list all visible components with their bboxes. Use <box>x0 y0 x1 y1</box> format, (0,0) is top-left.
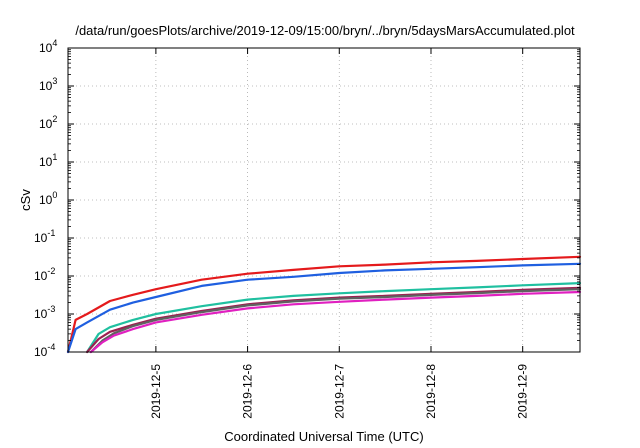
y-tick-exponent: -4 <box>47 342 55 352</box>
y-tick-label: 102 <box>39 114 57 131</box>
y-tick-base: 10 <box>39 79 53 93</box>
x-tick-label: 2019-12-9 <box>516 364 530 419</box>
y-tick-base: 10 <box>34 269 48 283</box>
y-tick-base: 10 <box>39 41 53 55</box>
x-axis-label: Coordinated Universal Time (UTC) <box>224 429 423 444</box>
series-line <box>89 288 582 354</box>
y-tick-base: 10 <box>39 117 53 131</box>
y-tick-label: 103 <box>39 76 57 93</box>
y-tick-label: 10-2 <box>34 266 55 283</box>
y-tick-base: 10 <box>34 345 48 359</box>
x-tick-label: 2019-12-7 <box>332 364 346 419</box>
x-tick-label: 2019-12-8 <box>424 364 438 419</box>
x-tick-label: 2019-12-5 <box>149 364 163 419</box>
y-tick-label: 10-1 <box>34 228 55 245</box>
x-axis-ticks: 2019-12-5 2019-12-6 2019-12-7 2019-12-8 2019… <box>149 48 530 419</box>
grid-lines <box>68 48 580 352</box>
y-tick-label: 100 <box>39 190 57 207</box>
y-axis-label: cSv <box>18 189 33 211</box>
y-tick-base: 10 <box>34 231 48 245</box>
series-line <box>85 282 582 354</box>
y-tick-exponent: 0 <box>52 190 57 200</box>
y-tick-exponent: -1 <box>47 228 55 238</box>
y-tick-label: 101 <box>39 152 57 169</box>
y-tick-exponent: -3 <box>47 304 55 314</box>
x-tick-label: 2019-12-6 <box>241 364 255 419</box>
y-tick-label: 10-3 <box>34 304 55 321</box>
series-lines <box>66 255 582 354</box>
chart-title: /data/run/goesPlots/archive/2019-12-09/1… <box>75 23 575 38</box>
y-tick-exponent: 1 <box>52 152 57 162</box>
y-tick-base: 10 <box>39 155 53 169</box>
y-tick-base: 10 <box>39 193 53 207</box>
y-tick-exponent: 4 <box>52 38 57 48</box>
y-tick-exponent: 2 <box>52 114 57 124</box>
y-tick-label: 104 <box>39 38 57 55</box>
series-line <box>89 290 582 354</box>
series-line <box>66 255 582 354</box>
series-line <box>66 262 582 354</box>
y-tick-label: 10-4 <box>34 342 55 359</box>
y-tick-exponent: 3 <box>52 76 57 86</box>
y-tick-base: 10 <box>34 307 48 321</box>
y-tick-exponent: -2 <box>47 266 55 276</box>
